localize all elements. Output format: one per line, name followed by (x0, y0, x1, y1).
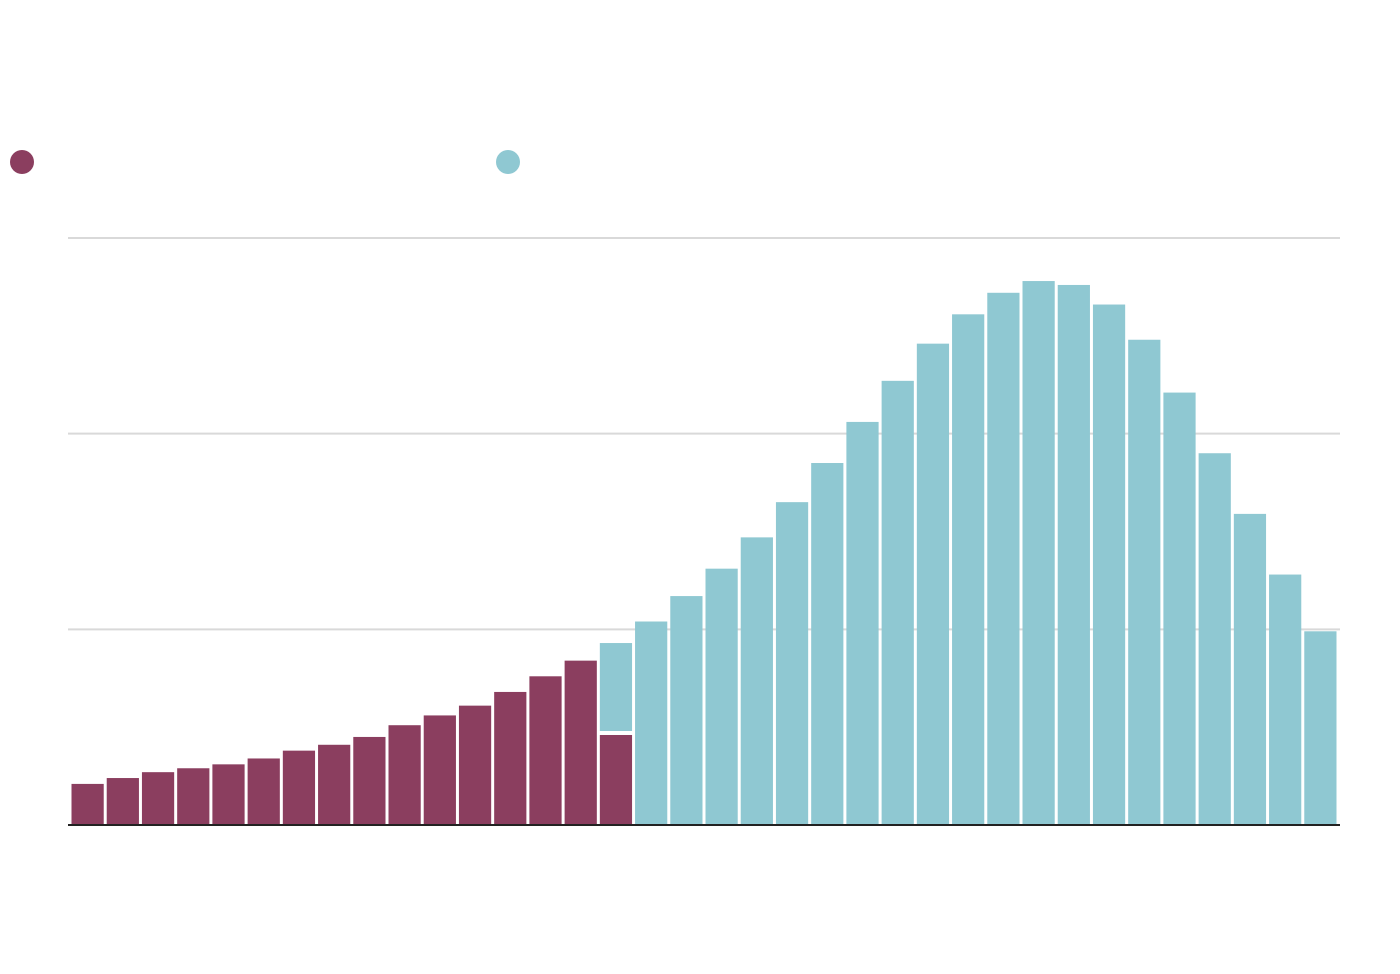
bar (881, 380, 914, 825)
bar (564, 660, 597, 825)
bar (740, 537, 773, 825)
bar (1163, 392, 1196, 825)
bar (529, 676, 562, 825)
bar (388, 725, 421, 825)
bar (775, 502, 809, 825)
bar (106, 778, 139, 825)
bar (846, 421, 879, 825)
bar (212, 764, 245, 825)
bar (987, 292, 1020, 826)
bar (318, 744, 351, 825)
bar (952, 314, 985, 825)
bar (494, 691, 527, 825)
bar (1022, 281, 1055, 826)
legend-marker (10, 150, 34, 174)
bar (1198, 453, 1231, 825)
bar (353, 736, 386, 825)
bar (1269, 574, 1302, 825)
bar (1057, 284, 1090, 826)
bar (1233, 513, 1267, 825)
bar (1092, 304, 1126, 825)
bar (458, 705, 492, 825)
bar (71, 783, 104, 825)
bar (599, 734, 633, 825)
bar (635, 621, 668, 825)
bar (282, 750, 316, 825)
bar (705, 568, 738, 825)
bar (599, 643, 633, 731)
bar (1304, 631, 1337, 825)
bar (1128, 339, 1161, 825)
bar (177, 768, 210, 825)
legend-marker (496, 150, 520, 174)
bar (423, 715, 456, 825)
bar (916, 343, 950, 825)
bar (811, 463, 844, 825)
bar (141, 772, 175, 825)
bar (670, 596, 703, 825)
bar (247, 758, 280, 825)
